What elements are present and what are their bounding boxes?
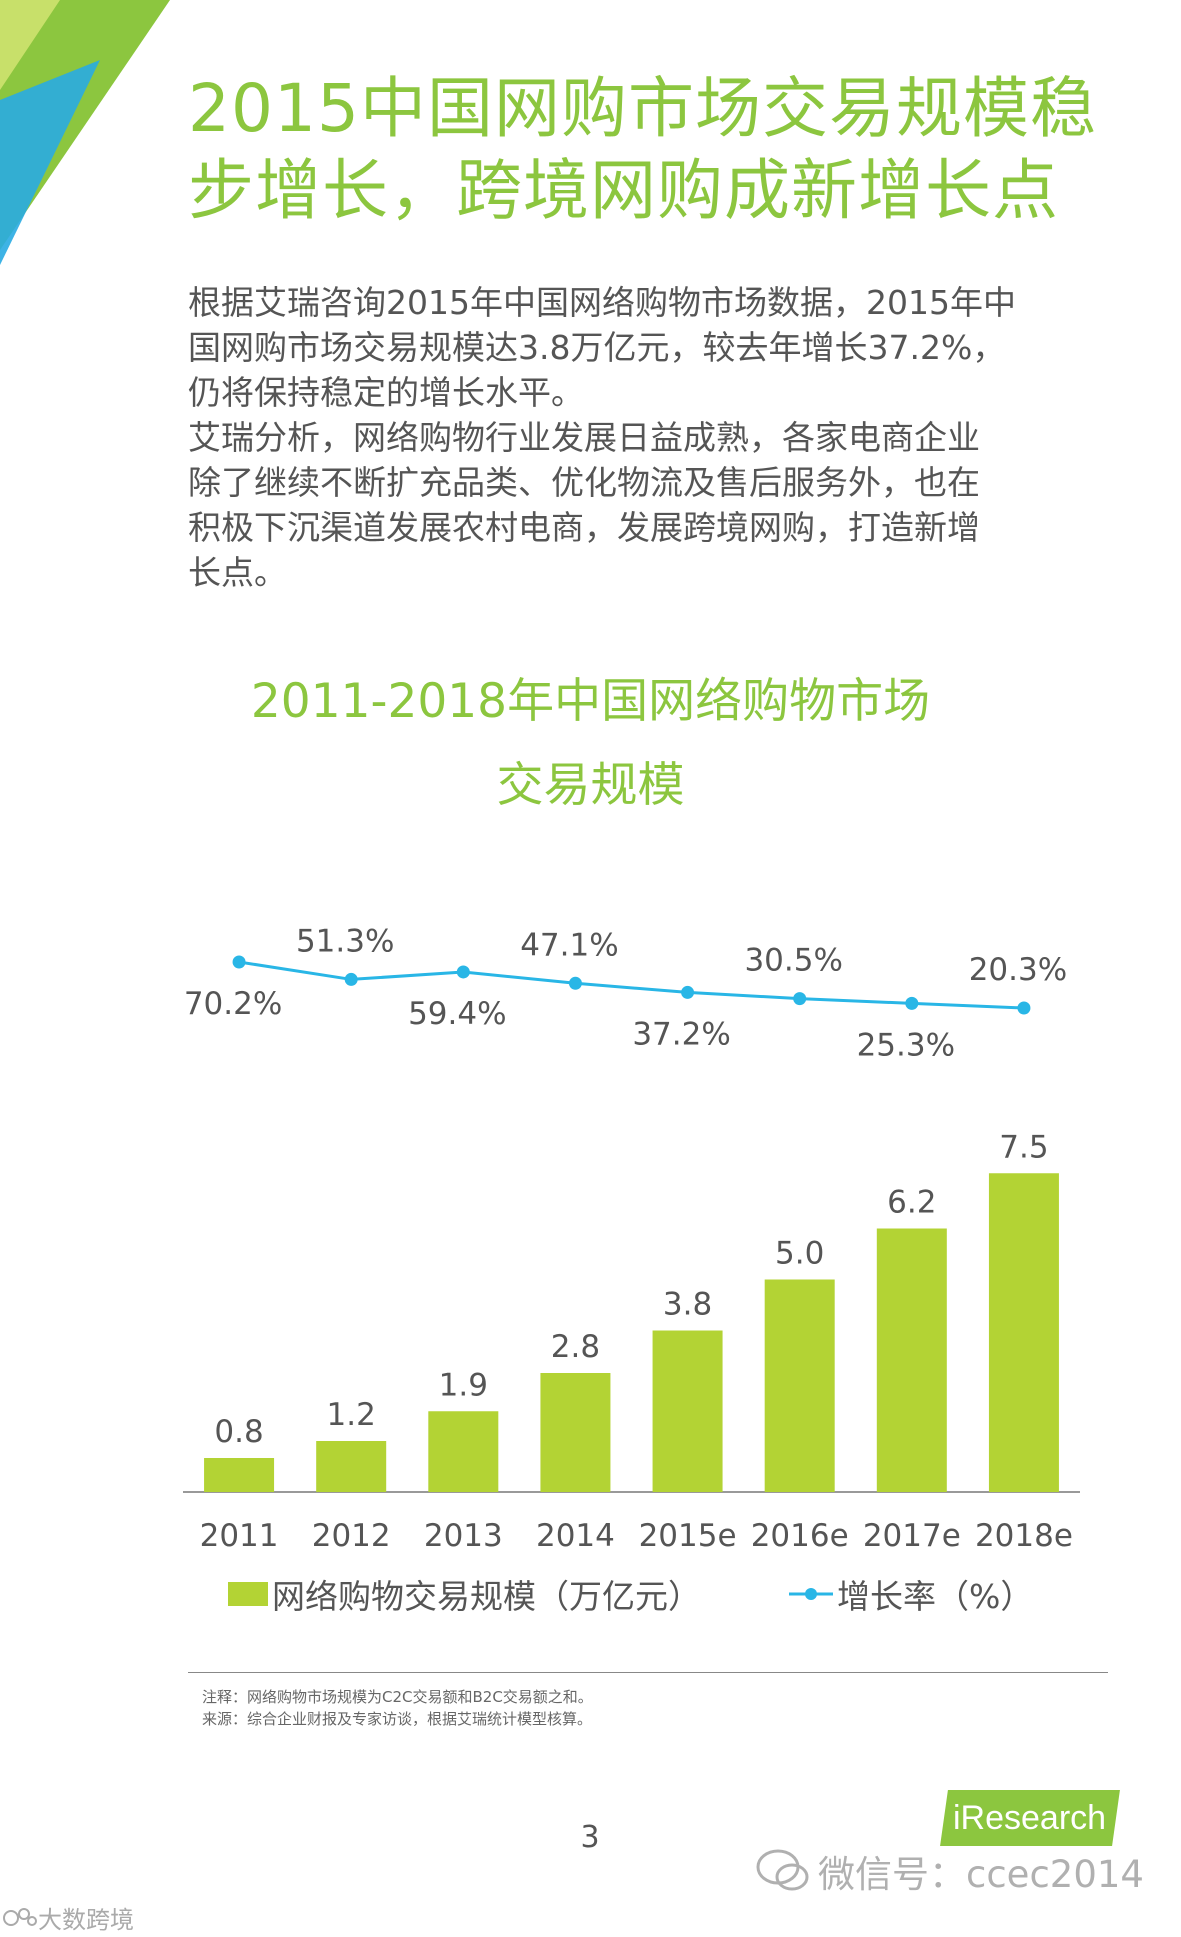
growth-point-2012 [344,972,358,986]
footnote-note: 注释：网络购物市场规模为C2C交易额和B2C交易额之和。 [202,1688,593,1706]
legend-item-bar: 网络购物交易规模（万亿元） [228,1570,701,1618]
growth-label-2011: 70.2% [184,986,282,1022]
bar-2013 [428,1411,499,1492]
x-tick-label-2015e: 2015e [639,1518,737,1554]
growth-point-2016e [793,992,807,1006]
iresearch-logo: iResearch [940,1790,1120,1846]
bar-2014 [540,1373,611,1492]
intro-para2-line3: 积极下沉渠道发展农村电商，发展跨境网购，打造新增 [188,508,980,547]
bar-value-label-2011: 0.8 [214,1414,263,1450]
intro-para2-line4: 长点。 [188,553,287,592]
growth-label-2016e: 30.5% [744,943,842,979]
growth-label-2014: 47.1% [520,927,618,963]
title-line-2: 步增长，跨境网购成新增长点 [188,152,1059,229]
growth-point-2018e [1017,1001,1031,1015]
legend-item-line: 增长率（%） [789,1570,1033,1618]
growth-label-2015e: 37.2% [632,1016,730,1052]
bar-2012 [316,1441,387,1492]
bottom-watermark: 大数跨境 [2,1900,134,1935]
watermark-icon [3,1907,37,1926]
legend-bar-swatch [228,1582,268,1606]
growth-rate-line [238,960,1024,1010]
bar-value-label-2015e: 3.8 [663,1287,712,1323]
watermark-text: 大数跨境 [38,1906,134,1934]
bar-value-label-2014: 2.8 [551,1329,600,1365]
chart-title-line-2: 交易规模 [496,758,685,813]
bar-value-label-2012: 1.2 [327,1397,376,1433]
bar-2016e [764,1279,835,1492]
chart-title-line-1: 2011-2018年中国网络购物市场 [250,674,931,729]
bar-value-label-2016e: 5.0 [775,1236,824,1272]
bar-2015e [652,1330,723,1492]
intro-para1-line1: 根据艾瑞咨询2015年中国网络购物市场数据，2015年中 [188,283,1016,322]
bar-2017e [876,1228,947,1492]
growth-label-2018e: 20.3% [969,952,1067,988]
growth-point-2011 [232,955,246,969]
intro-text: 根据艾瑞咨询2015年中国网络购物市场数据，2015年中 国网购市场交易规模达3… [188,280,1118,595]
corner-decoration [0,0,170,265]
footnote-source: 来源：综合企业财报及专家访谈，根据艾瑞统计模型核算。 [202,1710,593,1728]
growth-point-2015e [681,985,695,999]
legend-line-label: 增长率（%） [837,1577,1034,1616]
wechat-icon [756,1849,809,1891]
growth-point-2017e [905,996,919,1010]
legend-bar-label: 网络购物交易规模（万亿元） [272,1577,701,1616]
x-tick-label-2016e: 2016e [751,1518,849,1554]
x-tick-label-2012: 2012 [312,1518,391,1554]
growth-point-2013 [456,965,470,979]
wechat-watermark: 微信号：ccec2014 [756,1844,1144,1898]
intro-para2-line2: 除了继续不断扩充品类、优化物流及售后服务外，也在 [188,463,980,502]
x-tick-label-2017e: 2017e [863,1518,961,1554]
x-tick-label-2014: 2014 [536,1518,615,1554]
bar-2011 [204,1458,275,1492]
footnote-divider [188,1672,1108,1673]
legend-line-swatch [789,1588,833,1600]
bar-value-label-2013: 1.9 [439,1367,488,1403]
logo-text: iResearch [953,1799,1107,1837]
intro-para2-line1: 艾瑞分析，网络购物行业发展日益成熟，各家电商企业 [188,418,980,457]
intro-para1-line3: 仍将保持稳定的增长水平。 [188,373,584,412]
footnotes: 注释：网络购物市场规模为C2C交易额和B2C交易额之和。 来源：综合企业财报及专… [202,1686,593,1730]
wechat-text: 微信号：ccec2014 [818,1853,1144,1896]
x-tick-label-2011: 2011 [200,1518,279,1554]
x-tick-label-2018e: 2018e [975,1518,1073,1554]
x-tick-label-2013: 2013 [424,1518,503,1554]
growth-label-2017e: 25.3% [857,1027,955,1063]
bar-2018e [988,1173,1059,1492]
chart-title: 2011-2018年中国网络购物市场 交易规模 [0,660,1181,828]
page-title: 2015中国网购市场交易规模稳 步增长，跨境网购成新增长点 [188,68,1138,232]
growth-label-2012: 51.3% [296,923,394,959]
chart-legend: 网络购物交易规模（万亿元） 增长率（%） [228,1570,1033,1618]
growth-point-2014 [568,976,582,990]
title-line-1: 2015中国网购市场交易规模稳 [188,70,1097,147]
page-number: 3 [580,1820,600,1855]
bar-value-label-2017e: 6.2 [887,1185,936,1221]
bar-value-label-2018e: 7.5 [999,1129,1048,1165]
intro-para1-line2: 国网购市场交易规模达3.8万亿元，较去年增长37.2%， [188,328,1006,367]
growth-label-2013: 59.4% [408,996,506,1032]
